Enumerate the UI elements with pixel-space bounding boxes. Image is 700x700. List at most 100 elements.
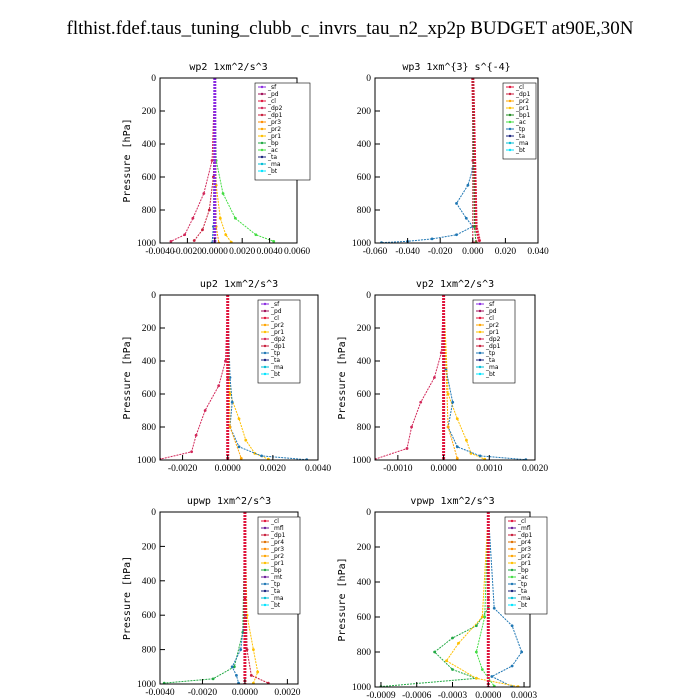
legend-marker-bp [260,141,264,145]
series-line-tp [381,78,474,243]
series-point-dp2 [224,359,227,363]
series-point-tp [510,664,514,668]
series-group [169,78,276,243]
series-point-dp1 [266,681,270,684]
series-point-tp [466,183,470,187]
series-point-ac [480,668,484,671]
panel-title: vp2 1xm^2/s^3 [416,279,494,290]
legend-label-pr3: _pr3 [517,546,531,553]
legend-marker-mt [263,575,267,579]
series-point-pr1 [244,438,248,442]
series-point-sf [213,159,217,162]
x-tick-label: 0.000 [462,247,484,257]
series-point-pr1 [256,670,260,674]
series-point-bp [211,677,215,681]
x-tick-label: 0.0000 [232,688,258,698]
series-point-pr1 [237,417,241,421]
x-tick-label: 0.0000 [202,247,228,257]
legend-label-bp: _bp [267,140,279,147]
series-point-dp2 [190,450,194,454]
series-line-pr1 [445,512,519,687]
y-tick-label: 400 [142,577,157,587]
legend-label-ac: _ac [515,119,526,126]
legend-label-dp2: _dp2 [485,336,501,343]
legend: _sf_pd_cl_pr2_pr1_dp2_dp1_tp_ta_ma_bt [257,299,301,384]
y-axis-label: Pressure [hPa] [337,557,348,641]
series-point-dp1 [201,228,204,232]
legend-marker-pd [260,92,264,96]
legend-label-pr2: _pr2 [515,98,529,105]
legend-marker-pr2 [263,554,267,558]
legend-label-mfl: _mfl [517,525,531,532]
legend-label-pr2: _pr2 [267,126,281,133]
legend-label-ta: _ta [267,154,277,161]
series-group [160,295,309,460]
y-tick-label: 0 [151,74,156,84]
legend-label-cl: _cl [515,84,524,91]
x-tick-label: 0.0020 [260,464,286,474]
legend-label-ta: _ta [517,588,527,595]
legend-label-pr4: _pr4 [517,539,531,546]
series-point-tp [464,216,468,220]
legend-marker-ac [260,148,264,152]
x-tick-label: 0.0000 [475,691,501,700]
legend-marker-pr3 [260,120,264,124]
x-tick-label: -0.0020 [168,464,198,474]
legend-marker-ma [508,141,512,145]
legend-label-ma: _ma [515,140,529,147]
legend-box [472,299,516,384]
legend-label-tp: _tp [270,350,280,357]
legend-label-sf: _sf [270,301,280,308]
legend-label-ta: _ta [270,588,280,595]
legend-marker-pr4 [510,540,514,544]
y-tick-label: 1000 [137,239,156,249]
series-point-bp [451,636,454,640]
series-point-pr2 [446,425,450,429]
y-tick-label: 1000 [137,680,156,690]
series-point-tp [430,237,434,241]
series-point-dp2 [202,192,206,195]
series-point-dp2 [191,216,195,220]
legend-marker-pr3 [263,547,267,551]
panel-3: up2 1xm^2/s^3 0 200 400 600 800 1000 -0.0020 0.0… [122,279,331,474]
legend-label-ac: _ac [517,574,528,581]
y-tick-label: 600 [142,611,157,621]
series-point-pr1 [252,681,255,684]
x-tick-label: -0.0020 [173,247,203,257]
legend-marker-tp [478,351,482,355]
y-tick-label: 200 [142,324,157,334]
x-tick-label: -0.020 [428,247,453,257]
legend-label-pd: _pd [267,91,279,98]
panel-2: wp3 1xm^{3} s^{-4} 0 200 400 600 800 1000-0.06… [352,62,549,257]
series-line-dp1 [244,512,269,684]
legend-label-pr1: _pr1 [270,560,284,567]
y-tick-label: 0 [366,74,371,84]
y-tick-label: 200 [357,324,372,334]
legend-label-pr1: _pr1 [515,105,529,112]
series-point-pr1 [474,676,478,680]
y-tick-label: 1000 [352,456,371,466]
series-group [162,512,270,684]
legend-marker-bt [263,603,267,607]
legend-marker-dp1 [263,344,267,348]
legend-marker-ac [508,120,512,124]
legend-label-tp: _tp [485,350,495,357]
legend-label-cl: _cl [517,518,526,525]
figure-title: flthist.fdef.taus_tuning_clubb_c_invrs_t… [66,18,634,39]
legend-marker-sf [478,302,482,306]
legend-label-pr2: _pr2 [270,322,284,329]
y-tick-label: 600 [142,173,157,183]
series-point-cl [486,598,490,601]
series-point-dp2 [405,447,409,450]
legend-marker-dp2 [263,337,267,341]
legend-marker-pd [478,309,482,313]
legend-label-bp: _bp [517,567,529,574]
y-tick-label: 0 [366,508,371,518]
legend-label-ma: _ma [267,161,281,168]
legend-marker-bt [478,372,482,376]
legend-marker-pr1 [263,561,267,565]
series-point-tp [490,675,494,678]
legend-label-ma: _ma [270,364,284,371]
series-point-tp [455,445,459,449]
series-line-bp [164,512,246,684]
